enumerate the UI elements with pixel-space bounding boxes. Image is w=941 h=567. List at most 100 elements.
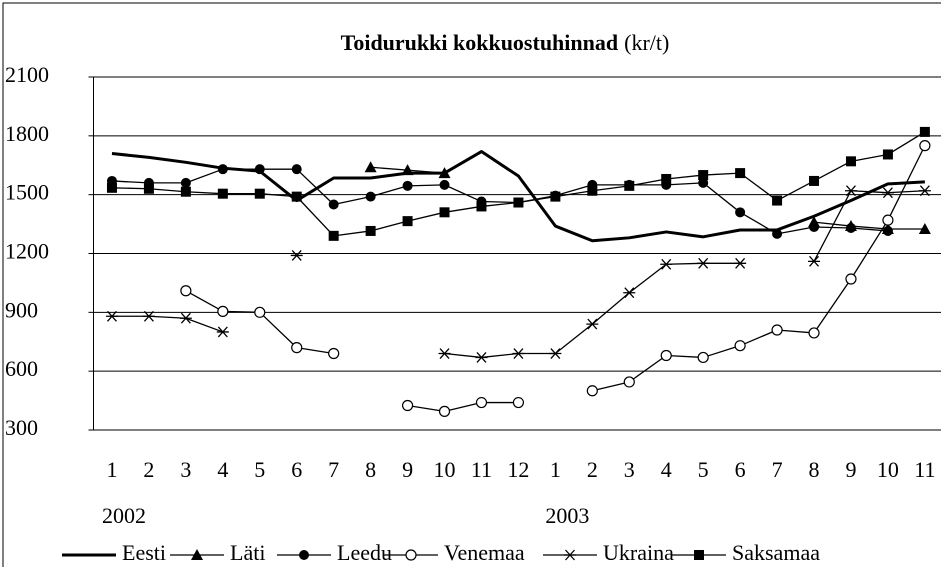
marker [142, 310, 155, 322]
marker [405, 549, 417, 561]
marker [845, 223, 856, 234]
x-tick-label: 11 [914, 457, 935, 482]
marker [808, 327, 820, 339]
marker [564, 549, 576, 561]
marker [365, 225, 376, 236]
y-tick-label: 300 [5, 415, 38, 440]
marker [106, 182, 117, 193]
marker [661, 173, 672, 184]
marker [550, 191, 561, 202]
marker [475, 352, 488, 363]
marker [217, 188, 228, 199]
marker [513, 197, 524, 208]
marker [918, 185, 931, 197]
marker [299, 550, 309, 560]
legend-label: Leedu [337, 540, 392, 565]
x-tick-label: 1 [550, 457, 561, 482]
series [180, 140, 931, 417]
marker [439, 179, 450, 190]
marker [586, 318, 599, 330]
x-tick-label: 3 [180, 457, 191, 482]
marker [772, 228, 783, 239]
marker [882, 214, 894, 226]
series [111, 150, 925, 243]
marker [105, 310, 118, 322]
marker [217, 164, 228, 175]
marker [882, 149, 893, 160]
marker [402, 180, 413, 191]
title-main: Toidurukki kokkuostuhinnad [341, 30, 618, 55]
marker [328, 347, 340, 360]
y-tick-label: 2100 [5, 62, 49, 87]
x-tick-label: 6 [735, 457, 746, 482]
marker [401, 399, 414, 412]
marker [697, 257, 710, 269]
x-tick-label: 2 [143, 457, 154, 482]
marker [512, 348, 525, 359]
y-tick-label: 1200 [5, 239, 49, 264]
marker [734, 257, 747, 269]
marker [694, 550, 704, 560]
marker [180, 186, 191, 197]
marker [660, 258, 673, 270]
title-unit: (kr/t) [624, 30, 669, 55]
marker [401, 164, 414, 176]
x-tick-label: 1 [106, 457, 117, 482]
marker [290, 250, 303, 261]
marker [438, 405, 451, 417]
x-group-label: 2002 [102, 503, 146, 528]
marker [475, 396, 488, 409]
x-tick-label: 10 [877, 457, 899, 482]
marker [697, 351, 709, 364]
marker [698, 177, 709, 188]
y-tick-label: 900 [5, 297, 38, 322]
marker [734, 340, 746, 352]
legend-label: Eesti [122, 540, 166, 565]
marker [512, 396, 525, 409]
x-tick-label: 3 [624, 457, 635, 482]
chart-title: Toidurukki kokkuostuhinnad (kr/t) [341, 30, 670, 55]
x-tick-label: 9 [402, 457, 413, 482]
legend-label: Läti [230, 540, 265, 565]
x-tick-label: 5 [698, 457, 709, 482]
marker [771, 324, 783, 336]
series-line [111, 150, 925, 243]
x-tick-label: 5 [254, 457, 265, 482]
marker [881, 187, 894, 199]
marker [439, 207, 450, 218]
legend-label: Ukraina [603, 540, 674, 565]
x-tick-label: 12 [507, 457, 529, 482]
x-tick-label: 4 [661, 457, 672, 482]
x-tick-label: 4 [217, 457, 228, 482]
marker [845, 273, 857, 285]
marker [735, 168, 746, 179]
marker [191, 549, 203, 560]
marker [402, 216, 413, 227]
x-tick-label: 8 [365, 457, 376, 482]
marker [291, 164, 302, 175]
marker [809, 222, 820, 233]
marker [438, 348, 451, 359]
marker [808, 255, 821, 267]
marker [291, 342, 303, 354]
legend-label: Venemaa [444, 540, 525, 565]
series [106, 126, 930, 241]
marker [845, 156, 856, 167]
marker [623, 376, 635, 388]
series-line [111, 168, 888, 235]
marker [624, 180, 635, 191]
marker [179, 312, 192, 324]
marker [919, 140, 931, 152]
marker [735, 207, 746, 218]
x-tick-label: 2 [587, 457, 598, 482]
y-tick-label: 1800 [5, 121, 49, 146]
marker [291, 191, 302, 202]
marker [364, 161, 377, 173]
x-tick-label: 11 [471, 457, 492, 482]
x-tick-label: 6 [291, 457, 302, 482]
marker [919, 126, 930, 137]
marker [180, 285, 192, 297]
marker [476, 201, 487, 212]
marker [438, 167, 451, 179]
